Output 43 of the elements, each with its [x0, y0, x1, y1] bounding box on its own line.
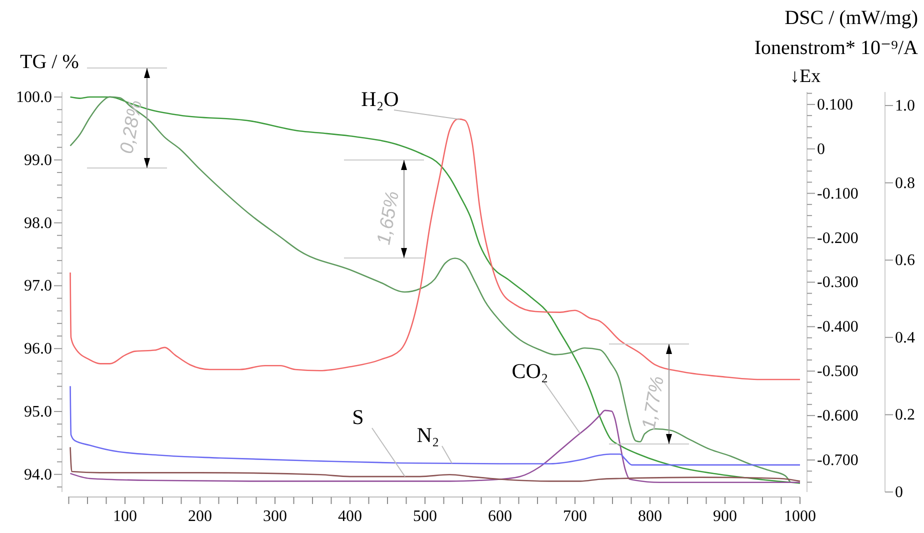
annotation: 1,65% [374, 190, 404, 246]
x-tick-label: 100 [113, 508, 137, 525]
y-tick-label: 94.0 [24, 466, 52, 484]
annotation: 1,77% [638, 374, 669, 432]
y2-tick-label: -0.100 [817, 185, 858, 202]
x-tick-label: 600 [488, 508, 512, 525]
y2-tick-label: 0 [817, 140, 825, 158]
y-tick-label: 95.0 [24, 403, 52, 420]
x-tick-label: 500 [413, 508, 437, 525]
y2-tick-label: -0.300 [817, 274, 858, 292]
y2-tick-label: -0.200 [817, 230, 858, 247]
x-tick-label: 900 [713, 508, 737, 525]
y-tick-label: 97.0 [24, 278, 52, 295]
y3-tick-label: 0.4 [895, 329, 915, 346]
y2-tick-label: 0.100 [817, 96, 853, 114]
y3-tick-label: 0.6 [895, 252, 915, 270]
series-label: N₂ [416, 423, 440, 447]
y3-tick-label: 1.0 [895, 98, 915, 115]
y2-tick-label: -0.700 [817, 452, 858, 469]
y-tick-label: 100.0 [16, 89, 52, 106]
y2-tick-label: -0.600 [817, 408, 858, 425]
y3-tick-label: 0.2 [895, 406, 915, 424]
x-tick-label: 800 [638, 508, 662, 525]
x-tick-label: 400 [338, 508, 362, 525]
text: ↓Ex [790, 66, 822, 87]
x-tick-label: 200 [188, 508, 212, 525]
text: S [352, 405, 364, 429]
x-tick-label: 300 [263, 508, 287, 525]
text: H₂O [361, 87, 399, 111]
annotation: 0,28% [116, 98, 147, 156]
y3-tick-label: 0 [895, 484, 903, 501]
y-tick-label: 98.0 [24, 214, 52, 232]
text: CO₂ [512, 359, 548, 383]
y-tick-label: 96.0 [24, 340, 52, 358]
y2-tick-label: -0.500 [817, 363, 858, 380]
y2-tick-label: -0.400 [817, 318, 858, 336]
x-tick-label: 700 [563, 508, 587, 525]
y3-tick-label: 0.8 [895, 174, 915, 192]
y3-axis-title: Ionenstrom* 10⁻⁹/A [754, 37, 919, 59]
y2-axis-title: DSC / (mW/mg) [784, 7, 918, 29]
y-axis-title: TG / % [20, 51, 79, 73]
x-tick-label: 1000 [784, 508, 816, 525]
y-tick-label: 99.0 [24, 152, 52, 169]
